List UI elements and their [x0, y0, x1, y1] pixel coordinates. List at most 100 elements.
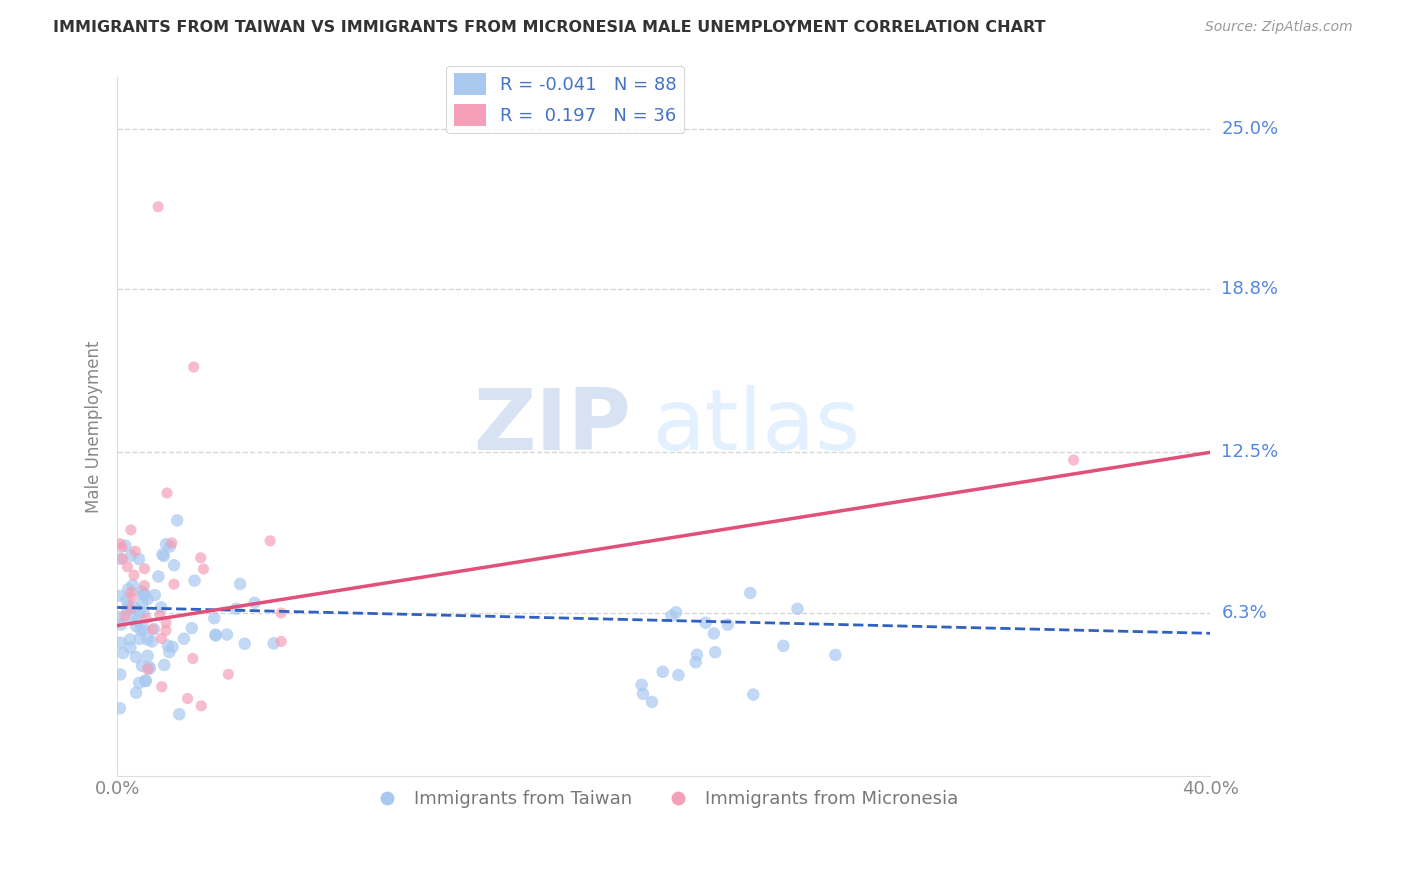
Point [136, 648, 159, 663]
Point [125, 649, 148, 664]
Point [631, 687, 654, 701]
Point [132, 622, 155, 636]
Point [150, 600, 173, 615]
Point [259, 533, 281, 548]
Point [1063, 453, 1085, 467]
Point [131, 658, 153, 673]
Point [124, 601, 146, 615]
Point [824, 648, 846, 662]
Point [114, 539, 136, 553]
Point [152, 547, 174, 561]
Point [150, 632, 173, 646]
Point [155, 537, 177, 551]
Point [740, 586, 762, 600]
Point [204, 628, 226, 642]
Point [143, 588, 166, 602]
Point [139, 661, 162, 675]
Point [157, 645, 180, 659]
Point [270, 606, 292, 620]
Point [112, 646, 135, 660]
Point [150, 680, 173, 694]
Point [136, 632, 159, 647]
Point [132, 605, 155, 619]
Point [118, 632, 141, 647]
Point [111, 540, 134, 554]
Text: atlas: atlas [652, 385, 860, 468]
Point [118, 632, 141, 647]
Point [181, 651, 204, 665]
Point [668, 668, 690, 682]
Point [108, 551, 131, 566]
Point [136, 662, 159, 676]
Point [148, 200, 170, 214]
Point [163, 558, 186, 573]
Point [136, 592, 159, 607]
Point [134, 562, 156, 576]
Point [111, 552, 134, 566]
Point [156, 486, 179, 500]
Point [190, 698, 212, 713]
Point [786, 602, 808, 616]
Point [124, 544, 146, 558]
Point [703, 626, 725, 640]
Point [217, 667, 239, 681]
Point [202, 611, 225, 625]
Point [665, 606, 688, 620]
Point [695, 615, 717, 630]
Point [668, 668, 690, 682]
Point [685, 655, 707, 669]
Point [135, 673, 157, 688]
Point [142, 623, 165, 637]
Text: Source: ZipAtlas.com: Source: ZipAtlas.com [1205, 20, 1353, 34]
Point [149, 608, 172, 623]
Point [695, 615, 717, 630]
Point [121, 612, 143, 626]
Point [717, 617, 740, 632]
Point [110, 636, 132, 650]
Point [110, 617, 132, 632]
Point [131, 584, 153, 599]
Point [686, 648, 709, 662]
Point [112, 646, 135, 660]
Point [143, 622, 166, 636]
Point [215, 627, 238, 641]
Point [115, 593, 138, 607]
Point [124, 601, 146, 615]
Point [183, 574, 205, 588]
Point [141, 634, 163, 648]
Point [114, 609, 136, 624]
Point [772, 639, 794, 653]
Point [115, 593, 138, 607]
Point [141, 634, 163, 648]
Point [108, 537, 131, 551]
Point [148, 569, 170, 583]
Point [134, 587, 156, 601]
Point [786, 602, 808, 616]
Point [166, 513, 188, 527]
Point [157, 645, 180, 659]
Point [180, 621, 202, 635]
Point [270, 634, 292, 648]
Point [120, 585, 142, 599]
Point [225, 601, 247, 615]
Point [661, 608, 683, 623]
Point [824, 648, 846, 662]
Text: 18.8%: 18.8% [1222, 280, 1278, 299]
Point [136, 592, 159, 607]
Point [704, 645, 727, 659]
Point [138, 660, 160, 674]
Point [740, 586, 762, 600]
Point [641, 695, 664, 709]
Point [193, 562, 215, 576]
Point [121, 591, 143, 605]
Point [120, 523, 142, 537]
Point [156, 639, 179, 653]
Point [122, 568, 145, 582]
Point [204, 628, 226, 642]
Point [742, 688, 765, 702]
Point [125, 619, 148, 633]
Point [143, 588, 166, 602]
Y-axis label: Male Unemployment: Male Unemployment [86, 340, 103, 513]
Point [125, 686, 148, 700]
Point [114, 539, 136, 553]
